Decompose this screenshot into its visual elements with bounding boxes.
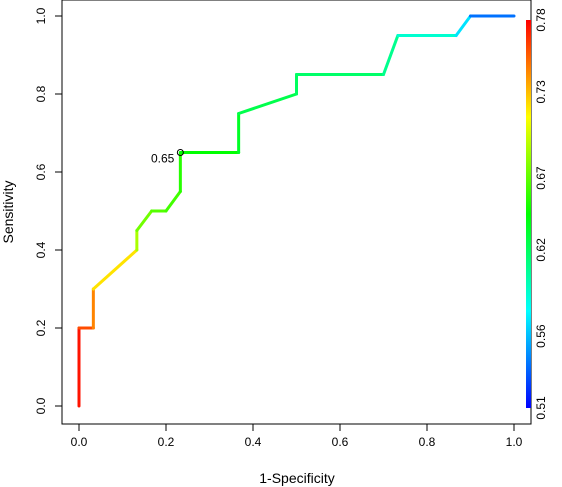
colorbar-tick-label: 0.56 (534, 324, 548, 348)
y-tick-label: 0.2 (34, 319, 48, 336)
optimal-point-label: 0.65 (151, 152, 175, 166)
colorbar-tick-label: 0.78 (534, 8, 548, 32)
y-tick-label: 0.8 (34, 85, 48, 102)
x-tick-label: 1.0 (506, 435, 523, 449)
x-tick-label: 0.2 (158, 435, 175, 449)
colorbar-tick-label: 0.51 (534, 396, 548, 420)
roc-segment (91, 248, 139, 291)
y-tick-label: 1.0 (34, 7, 48, 24)
colorbar-tick-label: 0.62 (534, 238, 548, 262)
roc-segment (454, 14, 472, 37)
colorbar-labels: 0.51 0.56 0.62 0.67 0.73 0.78 (534, 8, 548, 420)
colorbar-tick-label: 0.73 (534, 80, 548, 104)
optimal-point-marker (176, 149, 184, 156)
colorbar-tick-label: 0.67 (534, 166, 548, 190)
x-axis-title: 1-Specificity (259, 470, 334, 486)
roc-segment (135, 209, 154, 232)
colorbar (526, 20, 531, 408)
roc-segment (237, 92, 298, 115)
y-tick-label: 0.0 (34, 397, 48, 414)
y-axis: 0.0 0.2 0.4 0.6 0.8 1.0 (34, 7, 63, 414)
y-tick-label: 0.4 (34, 241, 48, 258)
x-tick-label: 0.0 (71, 435, 88, 449)
x-axis: 0.0 0.2 0.4 0.6 0.8 1.0 (71, 423, 523, 449)
x-tick-label: 0.4 (245, 435, 262, 449)
roc-curve (77, 14, 516, 408)
y-axis-title: Sensitivity (0, 180, 16, 243)
roc-segment (164, 190, 182, 213)
x-tick-label: 0.6 (332, 435, 349, 449)
plot-frame (61, 0, 532, 425)
x-tick-label: 0.8 (419, 435, 436, 449)
y-tick-label: 0.6 (34, 163, 48, 180)
optimal-point-annotation: 0.65 (151, 149, 184, 166)
roc-segment (382, 34, 400, 76)
